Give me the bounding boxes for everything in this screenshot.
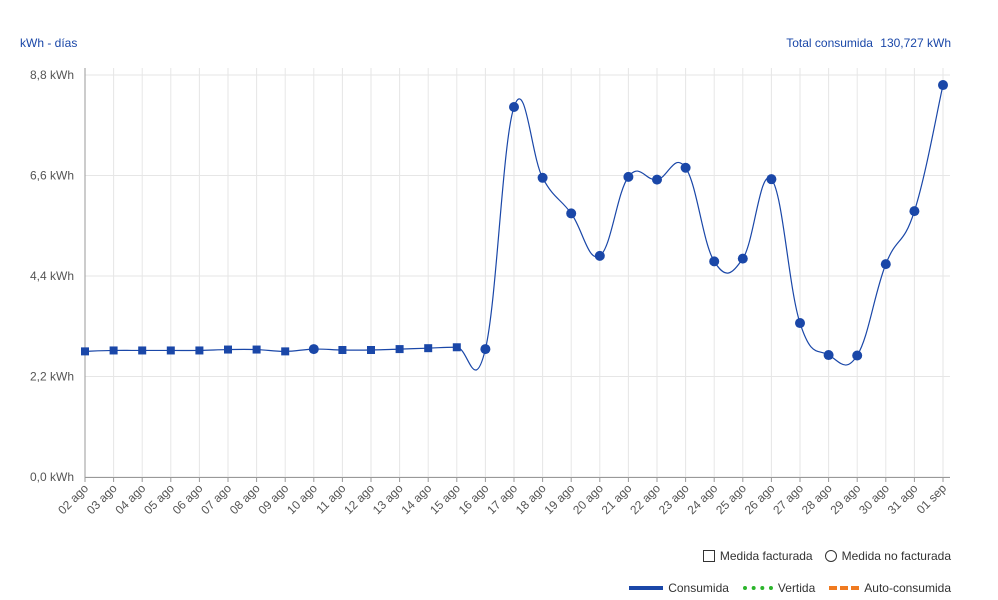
unit-label: kWh - días — [20, 36, 78, 50]
x-tick-label: 05 ago — [141, 481, 177, 517]
data-point-circle — [938, 80, 948, 91]
data-point-circle — [880, 259, 891, 270]
y-axis: 0,0 kWh 2,2 kWh 4,4 kWh 6,6 kWh 8,8 kWh — [30, 68, 86, 484]
data-point-square — [424, 344, 433, 353]
data-point-circle — [852, 350, 863, 361]
legend-item-autoconsumida[interactable]: Auto-consumida — [829, 581, 951, 595]
data-point-square — [195, 346, 204, 355]
x-tick-label: 03 ago — [84, 481, 120, 517]
data-point-circle — [909, 206, 920, 217]
x-tick-label: 16 ago — [456, 481, 492, 517]
data-point-circle — [766, 174, 777, 185]
y-tick-label: 8,8 kWh — [30, 68, 74, 82]
marker-legend: Medida facturada Medida no facturada — [702, 549, 951, 563]
data-point-square — [338, 346, 347, 355]
data-point-circle — [537, 172, 548, 183]
x-tick-label: 30 ago — [856, 481, 892, 517]
data-point-square — [452, 343, 461, 352]
data-point-circle — [308, 344, 319, 355]
legend-item-vertida[interactable]: Vertida — [742, 581, 816, 595]
data-point-circle — [480, 344, 491, 355]
data-point-square — [367, 346, 375, 355]
y-tick-label: 2,2 kWh — [30, 370, 74, 384]
x-tick-label: 14 ago — [398, 481, 434, 517]
legend-label-unbilled: Medida no facturada — [841, 549, 951, 563]
data-points — [81, 80, 948, 361]
data-point-square — [224, 345, 232, 354]
x-tick-label: 26 ago — [742, 481, 778, 517]
y-tick-label: 4,4 kWh — [30, 269, 74, 283]
data-point-square — [166, 346, 175, 355]
x-tick-label: 13 ago — [370, 481, 406, 517]
data-point-circle — [652, 174, 662, 185]
x-tick-label: 09 ago — [255, 481, 291, 517]
x-tick-label: 12 ago — [341, 481, 377, 517]
x-tick-label: 31 ago — [885, 481, 921, 517]
data-point-circle — [737, 253, 748, 264]
data-point-square — [81, 347, 89, 356]
data-point-circle — [566, 208, 577, 219]
x-tick-label: 07 ago — [198, 481, 234, 517]
legend-label-vertida: Vertida — [777, 581, 816, 595]
x-tick-label: 17 ago — [484, 481, 520, 517]
data-point-circle — [623, 171, 634, 182]
data-point-circle — [709, 256, 720, 267]
x-tick-label: 19 ago — [541, 481, 577, 517]
data-point-square — [138, 346, 147, 355]
total-value: 130,727 kWh — [880, 36, 951, 50]
data-point-circle — [680, 162, 691, 173]
chart-grid — [84, 68, 950, 478]
x-tick-label: 10 ago — [284, 481, 320, 517]
x-tick-label: 29 ago — [827, 481, 863, 517]
data-point-square — [395, 345, 404, 354]
data-point-circle — [509, 101, 519, 112]
legend-item-consumida[interactable]: Consumida — [629, 581, 729, 595]
legend-label-billed: Medida facturada — [719, 549, 813, 563]
x-tick-label: 01 sep — [914, 481, 950, 517]
solid-line-swatch-icon — [629, 586, 664, 590]
x-tick-label: 02 ago — [55, 481, 91, 517]
x-tick-label: 27 ago — [770, 481, 806, 517]
x-tick-label: 24 ago — [684, 481, 720, 517]
x-tick-label: 08 ago — [227, 481, 263, 517]
legend-label-consumida: Consumida — [668, 581, 729, 595]
x-tick-label: 28 ago — [799, 481, 835, 517]
x-tick-label: 21 ago — [599, 481, 635, 517]
total-label: Total consumida — [786, 36, 873, 50]
x-tick-label: 22 ago — [627, 481, 663, 517]
data-point-square — [109, 346, 118, 355]
legend-label-autoconsumida: Auto-consumida — [864, 581, 951, 595]
series-legend: Consumida Vertida Auto-consumida — [629, 581, 951, 595]
data-point-square — [252, 345, 261, 354]
x-tick-label: 25 ago — [713, 481, 749, 517]
x-tick-label: 15 ago — [427, 481, 463, 517]
x-tick-label: 06 ago — [170, 481, 206, 517]
legend-item-unbilled[interactable]: Medida no facturada — [824, 549, 951, 563]
x-tick-label: 20 ago — [570, 481, 606, 517]
x-tick-label: 23 ago — [656, 481, 692, 517]
data-point-circle — [594, 250, 605, 261]
x-tick-label: 18 ago — [513, 481, 549, 517]
series-line-consumida — [84, 84, 944, 371]
y-tick-label: 0,0 kWh — [30, 470, 74, 484]
data-point-circle — [823, 350, 834, 361]
consumption-line-chart: 0,0 kWh 2,2 kWh 4,4 kWh 6,6 kWh 8,8 kWh 02 a… — [30, 68, 950, 517]
data-point-circle — [795, 318, 805, 329]
square-marker-icon — [702, 550, 715, 562]
y-tick-label: 6,6 kWh — [30, 169, 74, 183]
x-tick-label: 11 ago — [313, 481, 348, 516]
total-consumption: Total consumida 130,727 kWh — [782, 36, 951, 50]
dotted-line-swatch-icon — [742, 586, 773, 590]
dashed-line-swatch-icon — [829, 586, 860, 590]
x-tick-label: 04 ago — [112, 481, 148, 517]
data-point-square — [281, 347, 290, 356]
legend-item-billed[interactable]: Medida facturada — [702, 549, 813, 563]
circle-marker-icon — [824, 550, 837, 562]
